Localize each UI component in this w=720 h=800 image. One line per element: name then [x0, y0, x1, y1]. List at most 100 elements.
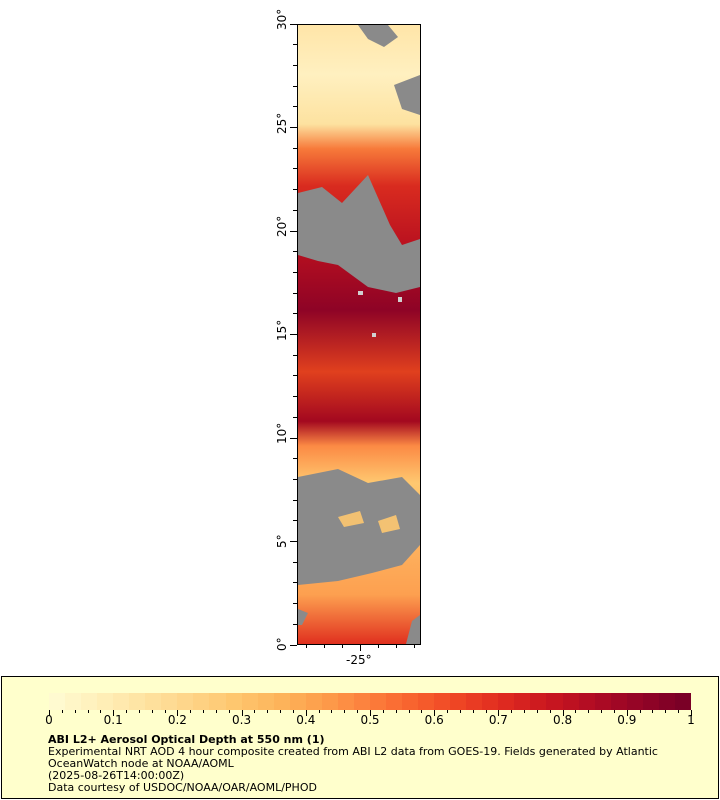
colorbar-major-tick — [49, 710, 50, 716]
lat-minor-tick — [293, 623, 297, 625]
colorbar-minor-tick — [331, 710, 333, 713]
colorbar-minor-tick — [61, 710, 63, 713]
colorbar-segment — [466, 693, 483, 710]
aod-map — [297, 24, 421, 645]
colorbar-segment — [658, 693, 675, 710]
colorbar-segment — [594, 693, 611, 710]
colorbar-segment — [434, 693, 451, 710]
colorbar-minor-tick — [472, 710, 474, 713]
lat-tick-label: 10° — [275, 422, 289, 444]
colorbar-major-tick — [241, 710, 243, 716]
colorbar-segment — [129, 693, 146, 710]
colorbar-minor-tick — [613, 710, 615, 713]
lat-minor-tick — [293, 416, 297, 418]
colorbar-minor-tick — [87, 710, 89, 713]
colorbar-segment — [578, 693, 595, 710]
colorbar-minor-tick — [459, 710, 461, 713]
lon-minor-tick — [396, 645, 397, 648]
colorbar-segment — [161, 693, 178, 710]
lat-tick-label: 30° — [275, 8, 289, 30]
lat-minor-tick — [293, 85, 297, 87]
colorbar-minor-tick — [190, 710, 192, 713]
lat-minor-tick — [293, 251, 297, 253]
colorbar-minor-tick — [511, 710, 513, 713]
colorbar-major-tick — [626, 710, 628, 716]
colorbar-minor-tick — [267, 710, 269, 713]
lat-tick-label: 5° — [275, 533, 289, 548]
colorbar-minor-tick — [485, 710, 487, 713]
lat-tick-mark — [290, 541, 297, 542]
colorbar-segment — [321, 693, 338, 710]
lat-tick-label: 25° — [275, 112, 289, 134]
lon-minor-tick — [306, 645, 307, 648]
colorbar-minor-tick — [588, 710, 590, 713]
colorbar-minor-tick — [203, 710, 205, 713]
legend-timestamp: (2025-08-26T14:00:00Z) — [48, 769, 185, 782]
colorbar-major-tick — [177, 710, 179, 716]
colorbar-minor-tick — [74, 710, 76, 713]
colorbar-segment — [113, 693, 130, 710]
lat-minor-tick — [293, 106, 297, 108]
colorbar-tick-label: 0.8 — [553, 713, 573, 727]
colorbar-minor-tick — [678, 710, 680, 713]
colorbar-segment — [97, 693, 114, 710]
lat-minor-tick — [293, 292, 297, 294]
colorbar-segment — [498, 693, 515, 710]
colorbar-segment — [402, 693, 419, 710]
legend-title: ABI L2+ Aerosol Optical Depth at 550 nm … — [48, 733, 325, 746]
legend-panel: 0 0.1 0.2 0.3 0.4 0.5 0.6 0.7 0.8 0.9 1 ABI L2+ Ae… — [1, 676, 719, 799]
colorbar-segment — [562, 693, 579, 710]
lat-minor-tick — [293, 499, 297, 501]
colorbar-tick-label: 1 — [687, 713, 695, 727]
colorbar-segment — [257, 693, 274, 710]
colorbar-minor-tick — [164, 710, 166, 713]
colorbar-segment — [610, 693, 627, 710]
colorbar-segment — [450, 693, 467, 710]
aod-map-image — [298, 25, 420, 644]
lon-minor-tick — [342, 645, 343, 648]
colorbar-segment — [418, 693, 435, 710]
colorbar-tick-label: 0.5 — [360, 713, 380, 727]
colorbar-segment — [241, 693, 258, 710]
colorbar-minor-tick — [280, 710, 282, 713]
colorbar-minor-tick — [292, 710, 294, 713]
colorbar-major-tick — [113, 710, 115, 716]
colorbar-tick-label: 0.3 — [232, 713, 252, 727]
colorbar-minor-tick — [382, 710, 384, 713]
lat-tick-mark — [290, 437, 297, 439]
colorbar-segment — [177, 693, 194, 710]
lat-tick-mark — [290, 334, 297, 335]
lat-minor-tick — [293, 168, 297, 170]
lat-minor-tick — [293, 44, 297, 46]
colorbar-tick-label: 0.2 — [167, 713, 187, 727]
colorbar-segment — [65, 693, 82, 710]
colorbar-segment — [482, 693, 499, 710]
lat-minor-tick — [293, 209, 297, 211]
colorbar-tick-label: 0.9 — [617, 713, 637, 727]
lat-minor-tick — [293, 313, 297, 315]
colorbar-minor-tick — [652, 710, 654, 713]
colorbar-major-tick — [691, 710, 692, 716]
lat-minor-tick — [293, 354, 297, 356]
colorbar-minor-tick — [408, 710, 410, 713]
colorbar-minor-tick — [524, 710, 526, 713]
colorbar-minor-tick — [665, 710, 667, 713]
colorbar-segment — [626, 693, 643, 710]
lat-tick-mark — [290, 127, 297, 128]
lat-minor-tick — [293, 520, 297, 522]
colorbar — [49, 693, 691, 710]
colorbar-minor-tick — [215, 710, 217, 713]
legend-description-line2: OceanWatch node at NOAA/AOML — [48, 757, 234, 770]
lon-minor-tick — [378, 645, 379, 648]
colorbar-minor-tick — [151, 710, 153, 713]
colorbar-segment — [305, 693, 322, 710]
colorbar-segment — [49, 693, 66, 710]
colorbar-minor-tick — [601, 710, 603, 713]
colorbar-segment — [81, 693, 98, 710]
colorbar-minor-tick — [254, 710, 256, 713]
colorbar-minor-tick — [536, 710, 538, 713]
colorbar-segment — [337, 693, 354, 710]
colorbar-major-tick — [498, 710, 500, 716]
lat-tick-mark — [290, 644, 297, 646]
colorbar-segment — [642, 693, 659, 710]
